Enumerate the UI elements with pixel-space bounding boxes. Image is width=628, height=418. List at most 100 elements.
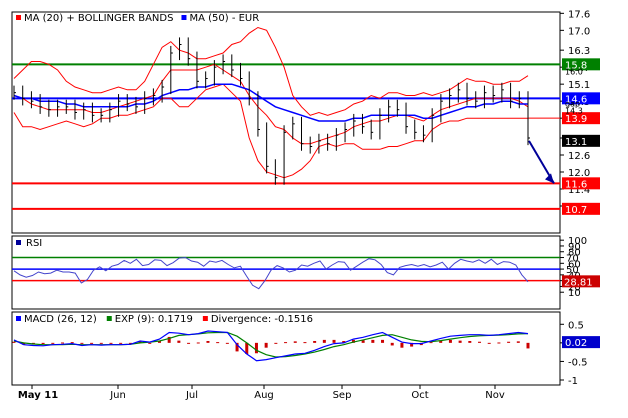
divergence-bar: [157, 341, 161, 343]
divergence-bar: [439, 340, 443, 343]
divergence-bar: [410, 342, 414, 347]
divergence-bar: [177, 340, 181, 343]
rsi-ytick-label: 10: [568, 288, 581, 299]
rsi-ytick-label: 20: [568, 282, 581, 293]
macd-line: [13, 330, 529, 362]
level-badge-15-8: [562, 58, 600, 71]
divergence-bar: [245, 342, 249, 354]
divergence-bar: [274, 342, 278, 344]
macd-ytick-label: -0.5: [568, 357, 588, 368]
divergence-bar: [361, 340, 365, 343]
rsi-level-label: 70: [566, 254, 579, 265]
last-price-badge: [562, 134, 600, 147]
divergence-bar: [322, 339, 326, 343]
price-ytick-label: 12.0: [568, 168, 590, 179]
x-tick-label: Aug: [254, 390, 274, 401]
price-ytick-label: 17.6: [568, 9, 590, 20]
divergence-bar: [526, 342, 530, 349]
divergence-bar: [119, 342, 123, 344]
divergence-bar: [206, 341, 210, 343]
forecast-arrow-head: [545, 173, 554, 184]
divergence-bar: [264, 342, 268, 348]
macd-last-label: 0.02: [565, 338, 587, 349]
divergence-bar: [12, 341, 16, 343]
macd-ytick-label: -1: [568, 376, 578, 387]
price-ytick-label: 12.6: [568, 151, 590, 162]
divergence-bar: [60, 342, 64, 344]
x-tick-label: May 11: [18, 390, 58, 401]
small-level-label: 16.0: [565, 67, 583, 76]
x-tick-label: Sep: [333, 390, 352, 401]
x-tick-label: Jun: [109, 390, 126, 401]
divergence-bar: [41, 342, 45, 344]
divergence-bar: [99, 342, 103, 344]
divergence-bar: [70, 342, 74, 344]
level-badge-14-6: [562, 92, 600, 105]
divergence-bar: [128, 342, 132, 344]
legend-swatch-price-1: [181, 15, 187, 20]
price-ytick-label: 16.3: [568, 46, 590, 57]
rsi-level-label: 50: [566, 265, 579, 276]
level-badge-label: 14.6: [565, 94, 587, 105]
level-badge-label: 15.8: [565, 60, 587, 71]
price-ytick-label: 17.0: [568, 26, 590, 37]
divergence-bar: [342, 341, 346, 343]
rsi-ytick-label: 90: [568, 242, 581, 253]
divergence-bar: [293, 341, 297, 343]
divergence-bar: [196, 342, 200, 344]
legend-swatch-rsi: [16, 240, 21, 245]
rsi-ytick-label: 80: [568, 248, 581, 259]
divergence-bar: [90, 342, 94, 344]
small-level-label: 14.3: [565, 106, 583, 115]
divergence-bar: [225, 342, 229, 344]
last-price-label: 13.1: [565, 137, 587, 148]
divergence-bar: [254, 342, 258, 354]
divergence-bar: [138, 341, 142, 343]
level-badge-13-9: [562, 112, 600, 125]
divergence-bar: [497, 342, 501, 344]
legend-swatch-macd-1: [106, 316, 112, 321]
small-level-label: gap: [565, 99, 580, 108]
divergence-bar: [167, 336, 171, 343]
divergence-bar: [487, 342, 491, 344]
macd-ytick-label: 0.5: [568, 320, 584, 331]
divergence-bar: [400, 342, 404, 348]
rsi-title: RSI: [26, 238, 42, 249]
legend-label-macd-1: EXP (9): 0.1719: [115, 314, 193, 325]
bollinger-lower-line: [13, 83, 528, 179]
legend-swatch-price-0: [16, 15, 21, 20]
x-tick-label: Nov: [485, 390, 505, 401]
divergence-bar: [235, 342, 239, 352]
macd-last-badge: [562, 336, 600, 349]
divergence-bar: [351, 339, 355, 343]
divergence-bar: [448, 339, 452, 343]
divergence-bar: [313, 341, 317, 343]
rsi-ytick-label: 60: [568, 259, 581, 270]
price-ytick-label: 15.1: [568, 80, 590, 91]
divergence-bar: [332, 339, 336, 343]
divergence-bar: [390, 342, 394, 346]
divergence-bar: [51, 342, 55, 344]
divergence-bar: [468, 341, 472, 343]
divergence-bar: [303, 342, 307, 344]
panel-frame-0: [11, 11, 561, 234]
divergence-bar: [148, 342, 152, 344]
x-tick-label: Jul: [185, 390, 198, 401]
rsi-last-label: 28.81: [564, 277, 593, 288]
divergence-bar: [284, 342, 288, 344]
panel-frame-1: [11, 235, 561, 310]
legend-swatch-macd-2: [202, 316, 208, 321]
panel-frame-2: [11, 311, 561, 386]
legend-label-price-1: MA (50) - EUR: [189, 13, 259, 24]
legend-label-macd-2: Divergence: -0.1516: [211, 314, 313, 325]
level-badge-label: 11.6: [565, 179, 587, 190]
legend-label-macd-0: MACD (26, 12): [24, 314, 97, 325]
x-tick-label: Oct: [411, 390, 428, 401]
level-badge-label: 13.9: [565, 114, 587, 125]
level-badge-label: 10.7: [565, 205, 587, 216]
price-ytick-label: 11.4: [568, 185, 590, 196]
legend-label-price-0: MA (20) + BOLLINGER BANDS: [24, 13, 173, 24]
level-badge-11-6: [562, 177, 600, 190]
